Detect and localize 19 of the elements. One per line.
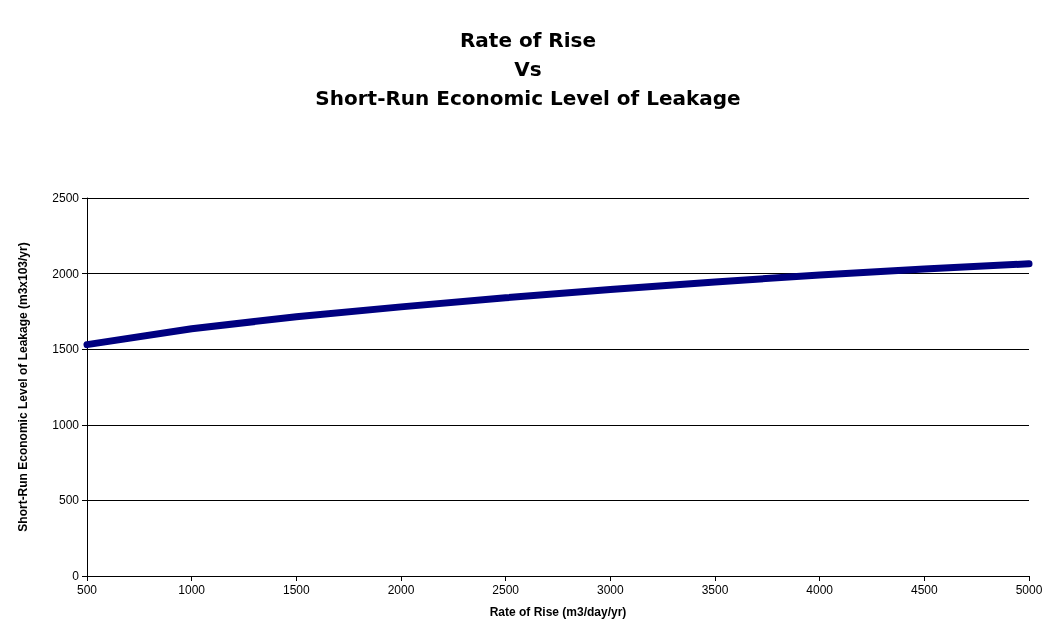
x-tick-label: 4500 <box>910 583 938 597</box>
x-tick-label: 3000 <box>596 583 624 597</box>
x-axis-title: Rate of Rise (m3/day/yr) <box>489 605 627 619</box>
x-tick-label: 2500 <box>492 583 520 597</box>
y-tick-label: 2000 <box>52 266 80 281</box>
x-tick-label: 1000 <box>178 583 206 597</box>
x-tick-label: 3500 <box>701 583 729 597</box>
chart-title: Rate of Rise Vs Short-Run Economic Level of Leakage <box>315 27 741 110</box>
x-tick-label: 1500 <box>282 583 310 597</box>
y-tick-label: 2500 <box>52 191 80 205</box>
y-axis-title: Short-Run Economic Level of Leakage (m3x103/yr) <box>16 242 30 532</box>
y-tick-label: 1000 <box>52 417 80 432</box>
x-tick-label: 4000 <box>806 583 834 597</box>
x-tick-label: 5000 <box>1015 583 1043 597</box>
y-tick-label: 1500 <box>52 342 80 357</box>
x-tick-label: 500 <box>76 583 98 597</box>
y-tick-label: 500 <box>58 493 80 508</box>
x-tick-label: 2000 <box>387 583 415 597</box>
y-tick-label: 0 <box>72 569 80 583</box>
